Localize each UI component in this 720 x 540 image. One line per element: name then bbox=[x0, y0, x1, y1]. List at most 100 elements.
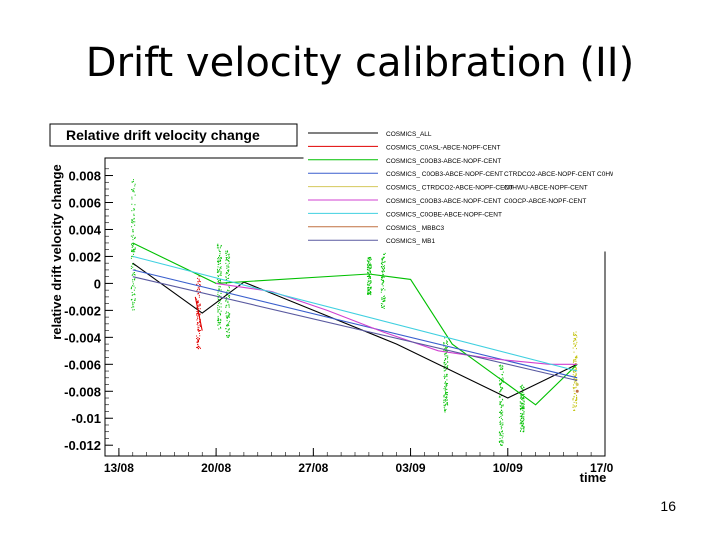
scatter-point bbox=[575, 376, 577, 378]
scatter-point bbox=[368, 265, 370, 267]
scatter-point bbox=[198, 330, 200, 332]
scatter-point bbox=[381, 278, 383, 280]
scatter-point bbox=[132, 281, 134, 283]
scatter-point bbox=[227, 311, 229, 313]
scatter-point bbox=[382, 268, 384, 270]
scatter-point bbox=[446, 396, 448, 398]
scatter-point bbox=[501, 378, 503, 380]
scatter-point bbox=[369, 271, 371, 273]
scatter-point bbox=[447, 383, 449, 385]
scatter-point bbox=[522, 405, 524, 407]
scatter-point bbox=[519, 386, 521, 388]
scatter-point bbox=[219, 262, 221, 264]
scatter-point bbox=[134, 298, 136, 300]
scatter-point bbox=[220, 244, 222, 246]
scatter-point bbox=[196, 341, 198, 343]
scatter-point bbox=[133, 302, 135, 304]
scatter-point bbox=[369, 276, 371, 278]
scatter-point bbox=[381, 297, 383, 299]
scatter-point bbox=[576, 382, 578, 384]
scatter-point bbox=[227, 336, 229, 338]
scatter-point bbox=[218, 287, 220, 289]
scatter-point bbox=[217, 263, 219, 265]
scatter-point bbox=[499, 384, 501, 386]
scatter-point bbox=[501, 365, 503, 367]
scatter-point bbox=[370, 280, 372, 282]
scatter-point bbox=[446, 384, 448, 386]
scatter-point bbox=[226, 272, 228, 274]
scatter-point bbox=[500, 395, 502, 397]
scatter-point bbox=[220, 289, 222, 291]
scatter-point bbox=[573, 409, 575, 411]
scatter-point bbox=[196, 346, 198, 348]
scatter-point bbox=[228, 322, 230, 324]
scatter-point bbox=[134, 294, 136, 296]
scatter-point bbox=[133, 285, 135, 287]
scatter-point bbox=[134, 278, 136, 280]
y-tick-label: -0.002 bbox=[64, 303, 101, 318]
scatter-point bbox=[444, 389, 446, 391]
scatter-point bbox=[502, 388, 504, 390]
scatter-point bbox=[520, 430, 522, 432]
scatter-point bbox=[218, 302, 220, 304]
scatter-point bbox=[382, 306, 384, 308]
slide-title: Drift velocity calibration (II) bbox=[85, 40, 635, 86]
scatter-point bbox=[522, 431, 524, 433]
y-tick-label: -0.012 bbox=[64, 438, 101, 453]
scatter-point bbox=[572, 366, 574, 368]
legend-label: COSMICS_C0ASL-ABCE-NOPF-CENT bbox=[386, 144, 501, 151]
scatter-point bbox=[500, 382, 502, 384]
scatter-point bbox=[501, 430, 503, 432]
scatter-point bbox=[134, 237, 136, 239]
scatter-point bbox=[521, 406, 523, 408]
scatter-point bbox=[574, 335, 576, 337]
scatter-point bbox=[523, 408, 525, 410]
scatter-point bbox=[445, 399, 447, 401]
scatter-point bbox=[498, 416, 500, 418]
scatter-point bbox=[197, 337, 199, 339]
scatter-point bbox=[499, 420, 501, 422]
scatter-point bbox=[383, 253, 385, 255]
scatter-point bbox=[501, 414, 503, 416]
scatter-point bbox=[521, 425, 523, 427]
scatter-point bbox=[216, 244, 218, 246]
scatter-point bbox=[216, 278, 218, 280]
scatter-point bbox=[220, 320, 222, 322]
scatter-point bbox=[225, 293, 227, 295]
scatter-point bbox=[197, 311, 199, 313]
scatter-point bbox=[499, 383, 501, 385]
scatter-point bbox=[218, 260, 220, 262]
scatter-point bbox=[443, 343, 445, 345]
scatter-point bbox=[219, 250, 221, 252]
scatter-point bbox=[197, 301, 199, 303]
scatter-point bbox=[445, 369, 447, 371]
scatter-point bbox=[500, 425, 502, 427]
scatter-point bbox=[523, 430, 525, 432]
scatter-point bbox=[447, 365, 449, 367]
scatter-point bbox=[502, 442, 504, 444]
scatter-point bbox=[443, 342, 445, 344]
scatter-point bbox=[370, 293, 372, 295]
chart-title: Relative drift velocity change bbox=[66, 127, 260, 143]
scatter-point bbox=[522, 397, 524, 399]
scatter-point bbox=[218, 299, 220, 301]
scatter-point bbox=[446, 366, 448, 368]
scatter-point bbox=[368, 274, 370, 276]
scatter-point bbox=[520, 413, 522, 415]
scatter-point bbox=[134, 247, 136, 249]
scatter-point bbox=[132, 179, 134, 181]
scatter-point bbox=[218, 319, 220, 321]
scatter-point bbox=[521, 384, 523, 386]
scatter-point bbox=[196, 311, 198, 313]
scatter-point bbox=[500, 416, 502, 418]
scatter-point bbox=[573, 334, 575, 336]
scatter-point bbox=[228, 328, 230, 330]
scatter-point bbox=[132, 266, 134, 268]
scatter-point bbox=[220, 327, 222, 329]
scatter-point bbox=[197, 287, 199, 289]
scatter-point bbox=[499, 403, 501, 405]
scatter-point bbox=[499, 411, 501, 413]
scatter-point bbox=[220, 271, 222, 273]
scatter-point bbox=[502, 422, 504, 424]
scatter-point bbox=[575, 374, 577, 376]
